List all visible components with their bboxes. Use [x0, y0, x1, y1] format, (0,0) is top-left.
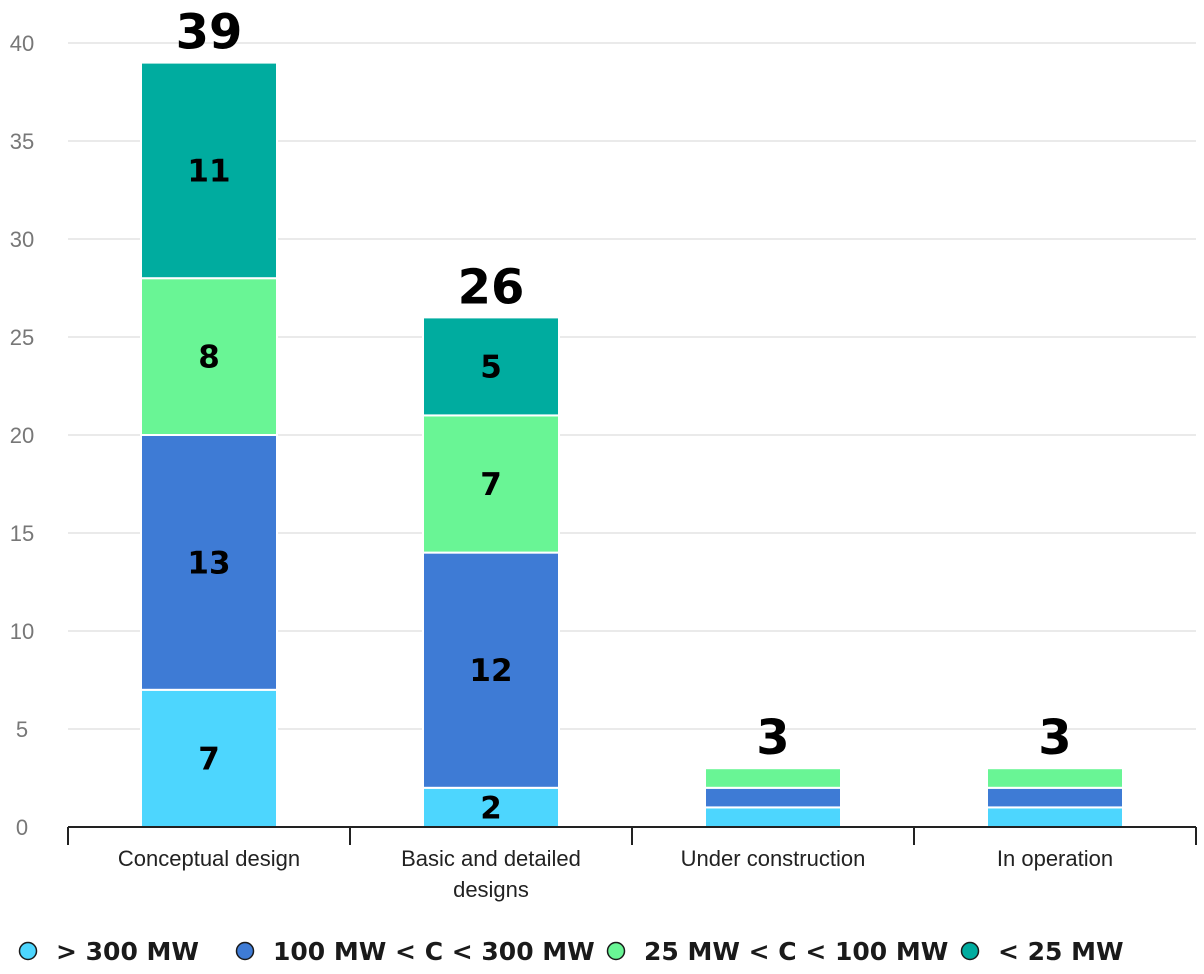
bar-segment	[704, 786, 842, 809]
bar-segment	[140, 434, 278, 691]
x-category-label: In operation	[997, 846, 1113, 871]
legend-label: < 25 MW	[998, 937, 1124, 966]
y-tick-label: 15	[10, 521, 34, 546]
legend: > 300 MW 100 MW < C < 300 MW 25 MW < C < 1…	[18, 937, 1124, 966]
bar-segment	[140, 277, 278, 437]
bar-segment	[422, 316, 560, 417]
x-category-label: Conceptual design	[118, 846, 300, 871]
x-category-label: designs	[453, 877, 529, 902]
segment-value-label: 7	[198, 741, 220, 777]
bar-total-label: 39	[176, 5, 243, 61]
x-axis: Conceptual design Basic and detailed desig…	[67, 826, 1197, 902]
bar-segment	[704, 767, 842, 789]
segment-value-label: 7	[480, 467, 502, 503]
legend-swatch	[18, 941, 38, 961]
bar-segment	[986, 767, 1124, 789]
bar-total-label: 3	[1038, 710, 1071, 766]
legend-swatch	[606, 941, 626, 961]
segment-value-label: 11	[187, 153, 230, 189]
bar-segment	[140, 688, 278, 828]
y-tick-label: 10	[10, 619, 34, 644]
y-tick-label: 30	[10, 227, 34, 252]
y-tick-label: 5	[16, 717, 28, 742]
bar-segment	[986, 806, 1124, 829]
segment-value-label: 12	[469, 653, 512, 689]
segment-value-label: 2	[480, 790, 502, 826]
y-tick-label: 25	[10, 325, 34, 350]
y-tick-label: 40	[10, 31, 34, 56]
x-category-label: Basic and detailed	[401, 846, 581, 871]
legend-label: 100 MW < C < 300 MW	[273, 937, 595, 966]
y-tick-label: 35	[10, 129, 34, 154]
legend-label: > 300 MW	[56, 937, 199, 966]
y-tick-label: 20	[10, 423, 34, 448]
segment-value-label: 5	[480, 349, 502, 385]
bar-segment	[140, 61, 278, 280]
x-category-label: Under construction	[681, 846, 866, 871]
bar-total-label: 26	[458, 259, 525, 315]
legend-swatch	[235, 941, 255, 961]
bar-segment	[704, 806, 842, 829]
bars: 7 13 8 11 39 2 12 7 5 26 3 3	[140, 5, 1124, 829]
segment-value-label: 8	[198, 340, 220, 376]
bar-total-label: 3	[756, 710, 789, 766]
legend-label: 25 MW < C < 100 MW	[644, 937, 948, 966]
segment-value-label: 13	[187, 545, 230, 581]
legend-swatch	[960, 941, 980, 961]
y-tick-label: 0	[16, 815, 28, 840]
bar-segment	[986, 786, 1124, 809]
y-axis-ticks: 0 5 10 15 20 25 30 35 40	[10, 31, 34, 840]
